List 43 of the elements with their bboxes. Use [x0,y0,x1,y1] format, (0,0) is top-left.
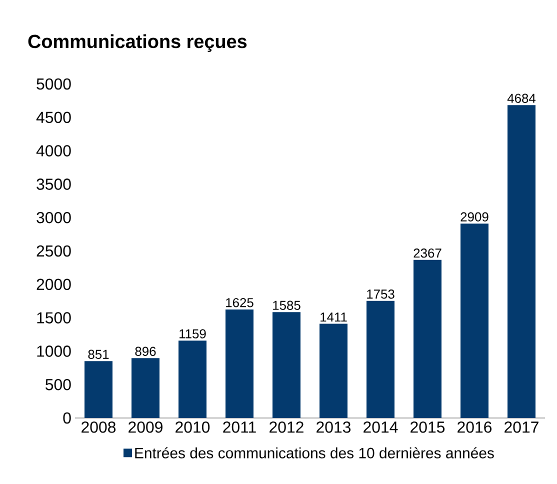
x-tick-label: 2016 [458,422,492,433]
y-tick-label: 4000 [36,145,71,156]
data-label: 1159 [180,329,206,338]
data-label: 4684 [507,94,536,103]
bar [508,105,536,418]
y-tick-label: 5000 [36,78,71,90]
y-tick-label: 2500 [36,245,71,257]
x-tick-label: 2009 [128,422,162,433]
data-label: 1585 [273,300,300,310]
data-label: 1625 [226,298,254,308]
data-label: 2909 [460,212,488,222]
y-tick-label: 2000 [36,278,71,290]
bar [132,358,160,418]
bar [84,361,112,418]
x-tick-label: 2012 [270,422,304,433]
x-tick-label: 2008 [82,422,116,433]
bar [366,300,394,418]
x-tick-label: 2015 [410,422,445,433]
x-tick-label: 2014 [364,422,398,433]
data-label: 2367 [414,248,442,258]
x-tick-label: 2011 [223,422,256,433]
bar [178,340,206,418]
y-tick-label: 500 [46,378,71,390]
data-label: 1753 [367,290,394,299]
data-label: 1411 [320,312,347,322]
x-tick-label: 2013 [316,422,351,433]
chart-title: Communications reçues [28,34,247,52]
y-tick-label: 3500 [36,178,71,190]
x-tick-label: 2010 [176,422,210,433]
bar [226,309,254,418]
y-tick-label: 3000 [36,212,71,224]
x-tick-label: 2017 [504,422,538,433]
y-tick-label: 0 [63,412,71,424]
bar [320,324,348,418]
bar [414,260,442,418]
y-tick-label: 1000 [37,346,71,357]
y-tick-label: 4500 [36,112,71,124]
data-label: 851 [88,350,109,359]
data-label: 896 [135,346,156,356]
legend-label: Entrées des communications des 10 dernières années [135,447,494,458]
y-tick-label: 1500 [37,312,71,324]
bar [460,224,488,418]
bar [272,312,300,418]
